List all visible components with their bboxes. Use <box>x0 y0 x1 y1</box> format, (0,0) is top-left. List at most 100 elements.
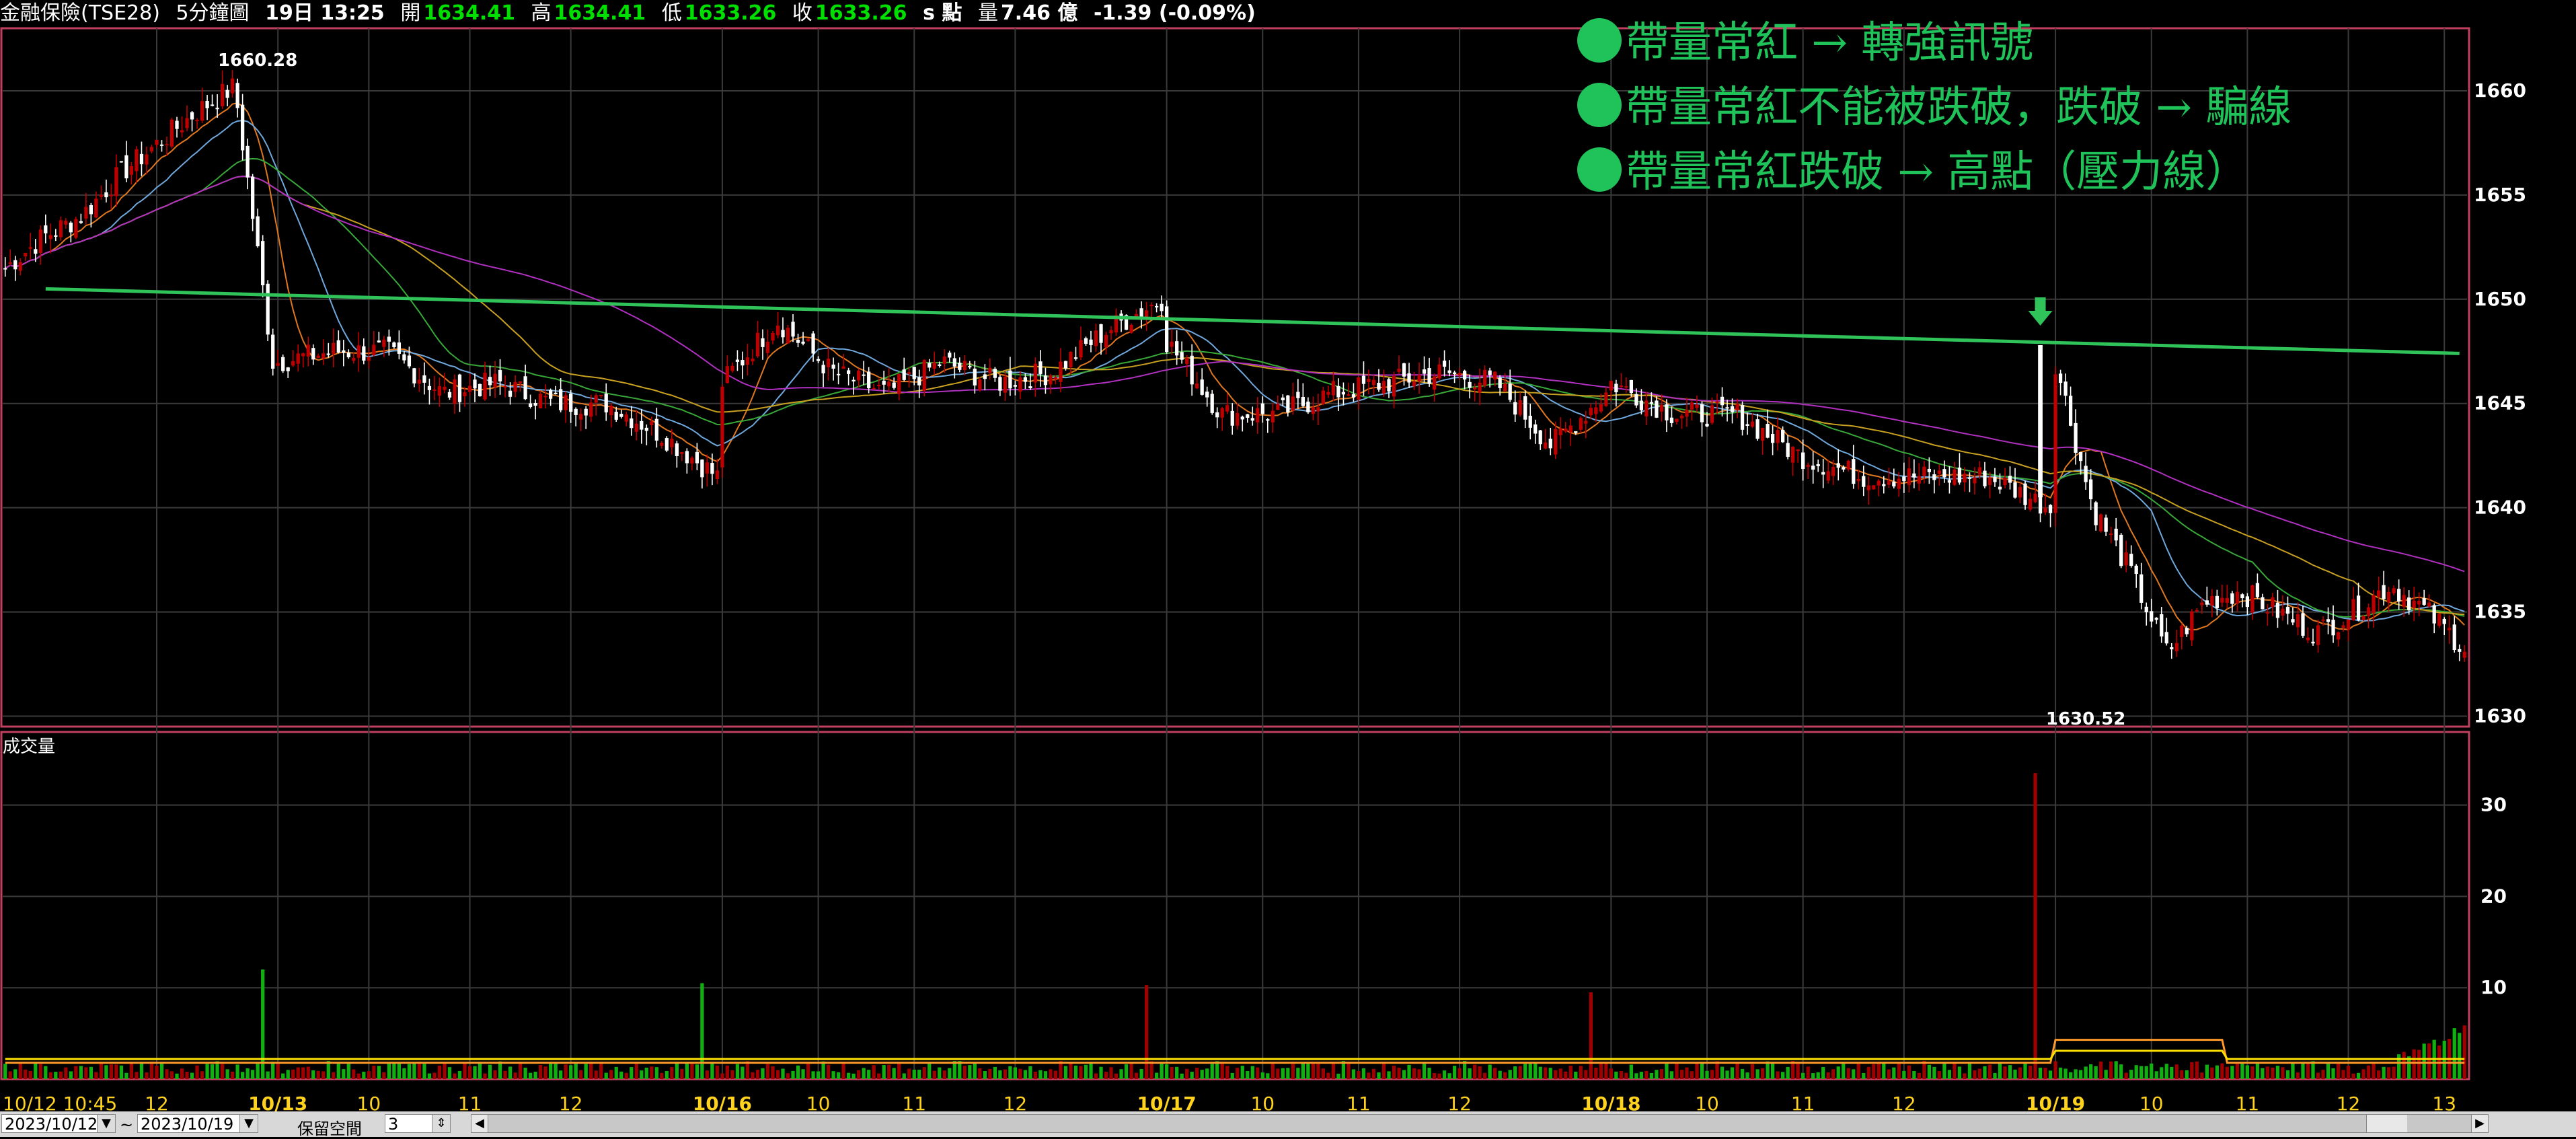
volume-bar <box>316 1070 320 1079</box>
volume-bar <box>2386 1067 2391 1079</box>
candle-body <box>180 130 184 133</box>
volume-bar <box>1347 1062 1351 1079</box>
candle-body <box>2458 649 2462 652</box>
volume-bar <box>2250 1066 2255 1079</box>
volume-bar <box>1210 1064 1214 1079</box>
volume-bar <box>599 1063 603 1079</box>
volume-bar <box>2109 1061 2113 1079</box>
candle-body <box>251 176 255 219</box>
volume-bar <box>609 1070 613 1079</box>
candle-body <box>1584 420 1588 424</box>
horizontal-scrollbar[interactable]: ◀ ▶ <box>471 1114 2489 1133</box>
volume-bar <box>1604 1062 1608 1079</box>
volume-bar <box>998 1070 1002 1079</box>
volume-bar <box>2003 1066 2007 1079</box>
volume-bar <box>1422 1062 1427 1079</box>
volume-bar <box>382 1072 386 1079</box>
candle-body <box>2023 483 2027 505</box>
candle-body <box>352 358 356 361</box>
volume-bar <box>1998 1062 2002 1079</box>
candle-body <box>79 221 83 223</box>
start-date-select[interactable]: 2023/10/12 ▼ <box>1 1114 116 1134</box>
volume-bar <box>2235 1062 2240 1079</box>
volume-bar <box>180 1068 184 1079</box>
candle-body <box>2366 607 2371 617</box>
candle-body <box>1675 418 1679 422</box>
volume-bar <box>2422 1043 2426 1079</box>
candle-body <box>1493 371 1497 380</box>
candle-body <box>326 353 330 355</box>
candle-body <box>1806 464 1810 467</box>
candle-body <box>554 392 558 394</box>
candle-body <box>356 345 361 358</box>
volume-bar <box>1321 1068 1326 1079</box>
candle-body <box>2053 374 2057 513</box>
candle-body <box>1452 372 1457 374</box>
volume-bar <box>1180 1073 1184 1079</box>
volume-bar <box>2200 1072 2204 1079</box>
volume-bar <box>745 1061 750 1079</box>
volume-bar <box>978 1068 982 1079</box>
volume-bar <box>1478 1066 1482 1079</box>
candle-body <box>533 402 537 406</box>
candle-body <box>488 377 492 385</box>
candle-body <box>1614 383 1618 393</box>
candle-body <box>1240 416 1244 420</box>
candle-body <box>614 412 618 420</box>
candle-body <box>2422 598 2426 605</box>
volume-bar <box>1655 1070 1659 1079</box>
moving-average-line <box>5 157 2465 618</box>
volume-bar <box>1690 1071 1694 1079</box>
candle-body <box>1018 377 1022 392</box>
volume-bar <box>634 1064 638 1079</box>
scroll-thumb[interactable] <box>2366 1115 2407 1132</box>
candle-body <box>549 390 553 399</box>
interval-label[interactable]: 5分鐘圖 <box>176 1 250 25</box>
candle-body <box>2291 619 2295 623</box>
candle-body <box>1462 371 1467 380</box>
volume-bar <box>159 1062 164 1079</box>
end-date-select[interactable]: 2023/10/19 ▼ <box>137 1114 258 1134</box>
candle-body <box>2301 613 2305 636</box>
candle-body <box>958 363 962 370</box>
candle-body <box>2129 554 2133 566</box>
candle-body <box>1291 396 1295 410</box>
date-tick-label: 10/16 <box>693 1093 752 1115</box>
scroll-left-icon[interactable]: ◀ <box>471 1115 488 1132</box>
candle-body <box>1987 477 1992 486</box>
candle-body <box>1508 383 1512 400</box>
stepper-arrows-icon[interactable]: ⇕ <box>432 1115 450 1132</box>
dropdown-arrow-icon[interactable]: ▼ <box>239 1115 258 1132</box>
volume-bar <box>564 1064 568 1079</box>
candle-body <box>1649 402 1654 404</box>
time-tick-label: 11 <box>2236 1093 2260 1115</box>
candle-body <box>1073 357 1078 359</box>
volume-bar <box>781 1068 785 1079</box>
volume-bar <box>2144 1066 2148 1079</box>
quote-header: 金融保險(TSE28) 5分鐘圖 19日 13:25 開 1634.41 高 163… <box>0 0 2576 27</box>
candle-body <box>609 406 613 416</box>
candle-body <box>503 386 507 388</box>
candle-body <box>2048 505 2053 513</box>
volume-bar <box>1276 1068 1280 1079</box>
candle-body <box>1286 395 1290 413</box>
reserve-space-stepper[interactable]: 3 ⇕ <box>385 1114 451 1134</box>
volume-bar <box>1669 1071 1674 1079</box>
dropdown-arrow-icon[interactable]: ▼ <box>97 1115 115 1132</box>
candle-body <box>1427 368 1431 384</box>
volume-bar <box>1281 1068 1285 1079</box>
volume-bar <box>2104 1070 2108 1079</box>
candle-body <box>2402 595 2406 608</box>
scroll-right-icon[interactable]: ▶ <box>2471 1115 2488 1132</box>
candle-body <box>1963 473 1967 482</box>
candle-body <box>2008 476 2012 483</box>
volume-bar <box>816 1071 821 1079</box>
candle-body <box>1796 449 1800 451</box>
time-tick-label: 13 <box>2432 1093 2456 1115</box>
volume-bar <box>1043 1071 1048 1079</box>
candle-body <box>1892 482 1896 486</box>
volume-tick-label: 10 <box>2480 976 2507 998</box>
candle-body <box>528 403 533 407</box>
candle-body <box>538 394 543 408</box>
